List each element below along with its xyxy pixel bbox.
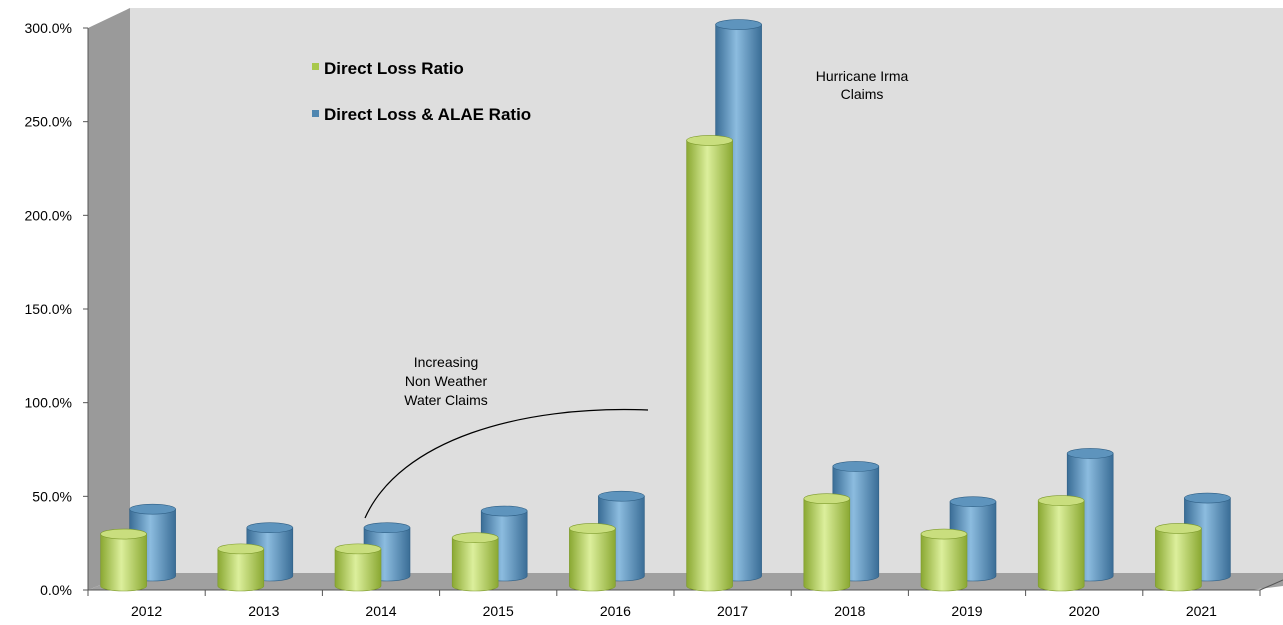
bar-direct-loss-ratio-2017 [686, 135, 733, 592]
y-tick-label: 100.0% [25, 395, 72, 411]
x-tick-label: 2019 [951, 603, 982, 619]
x-tick-label: 2021 [1186, 603, 1217, 619]
y-tick-label: 300.0% [25, 20, 72, 36]
x-tick-label: 2017 [717, 603, 748, 619]
bar-direct-loss-ratio-2012 [100, 528, 147, 592]
y-tick-label: 50.0% [32, 488, 72, 504]
x-tick-label: 2012 [131, 603, 162, 619]
annotation-water-line-1: Increasing [414, 354, 479, 370]
legend: Direct Loss Ratio Direct Loss & ALAE Rat… [312, 59, 531, 124]
x-ticks: 2012 2013 2014 2015 2016 2017 2018 2019 2020 2021 [87, 590, 1261, 619]
y-tick-label: 150.0% [25, 301, 72, 317]
bar-direct-loss-ratio-2020 [1037, 495, 1085, 592]
bar-direct-loss-ratio-2016 [569, 523, 616, 592]
x-axis-depth [1259, 579, 1283, 591]
y-tick-label: 200.0% [25, 207, 72, 223]
annotation-hurricane-irma: Hurricane Irma Claims [816, 68, 909, 102]
x-tick-label: 2018 [834, 603, 865, 619]
annotation-water-claims: Increasing Non Weather Water Claims [364, 354, 649, 519]
bars [100, 19, 1231, 592]
y-tick-label: 0.0% [40, 582, 72, 598]
plot-side-wall [88, 8, 130, 590]
legend-swatch-direct-loss-ratio [312, 63, 319, 70]
x-tick-label: 2013 [248, 603, 279, 619]
bar-direct-loss-ratio-2021 [1155, 523, 1202, 592]
bar-direct-loss-ratio-2014 [334, 543, 382, 592]
annotation-irma-line-1: Hurricane Irma [816, 68, 909, 84]
y-ticks: 0.0% 50.0% 100.0% 150.0% 200.0% 250.0% 300.0% [25, 20, 88, 598]
legend-label-direct-loss-alae-ratio: Direct Loss & ALAE Ratio [324, 105, 531, 124]
annotation-water-line-2: Non Weather [405, 373, 488, 389]
y-tick-label: 250.0% [25, 114, 72, 130]
legend-swatch-direct-loss-alae-ratio [312, 110, 319, 117]
x-tick-label: 2016 [600, 603, 631, 619]
x-tick-label: 2014 [365, 603, 396, 619]
annotation-irma-line-2: Claims [841, 86, 884, 102]
x-tick-label: 2020 [1069, 603, 1100, 619]
bar-direct-loss-ratio-2013 [217, 543, 265, 592]
bar-direct-loss-ratio-2019 [920, 528, 968, 592]
x-tick-label: 2015 [483, 603, 514, 619]
bar-direct-loss-ratio-2015 [451, 532, 499, 592]
trend-curve [364, 408, 649, 519]
annotation-water-line-3: Water Claims [404, 392, 488, 408]
legend-label-direct-loss-ratio: Direct Loss Ratio [324, 59, 464, 78]
bar-direct-loss-ratio-2018 [803, 493, 851, 592]
